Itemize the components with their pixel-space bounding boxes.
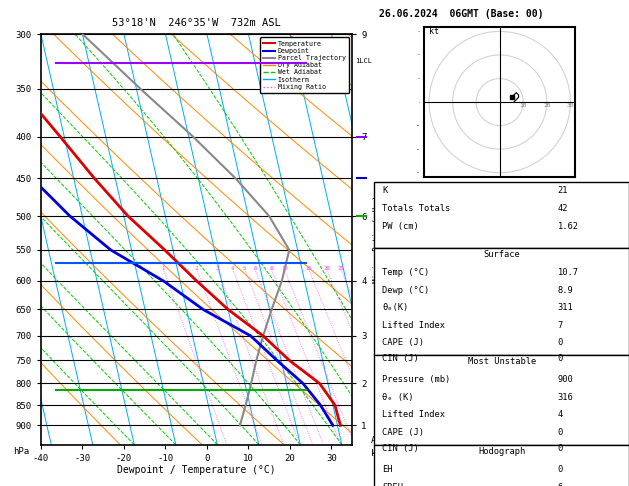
Text: 0: 0 <box>558 444 563 453</box>
Text: 1: 1 <box>162 266 165 271</box>
Bar <box>374 355 629 445</box>
Text: ASL: ASL <box>371 436 387 446</box>
Text: 26.06.2024  06GMT (Base: 00): 26.06.2024 06GMT (Base: 00) <box>379 9 544 19</box>
Text: 6: 6 <box>253 266 257 271</box>
Text: kt: kt <box>429 27 439 36</box>
Text: 20: 20 <box>543 103 550 108</box>
Text: 900: 900 <box>558 375 574 384</box>
Text: 21: 21 <box>558 186 568 195</box>
Text: θₑ (K): θₑ (K) <box>382 393 413 402</box>
Text: 3: 3 <box>216 266 219 271</box>
Text: 2: 2 <box>195 266 198 271</box>
Text: CAPE (J): CAPE (J) <box>382 428 424 437</box>
Text: 10: 10 <box>520 103 527 108</box>
Bar <box>374 248 629 355</box>
Text: Lifted Index: Lifted Index <box>382 410 445 419</box>
Text: Hodograph: Hodograph <box>478 447 525 456</box>
Text: K: K <box>382 186 387 195</box>
Text: Lifted Index: Lifted Index <box>382 321 445 330</box>
Text: CAPE (J): CAPE (J) <box>382 338 424 347</box>
Bar <box>374 182 629 248</box>
Text: 0: 0 <box>558 465 563 474</box>
Text: 311: 311 <box>558 303 574 312</box>
Text: EH: EH <box>382 465 392 474</box>
Text: 53°18'N  246°35'W  732m ASL: 53°18'N 246°35'W 732m ASL <box>112 18 281 28</box>
Text: hPa: hPa <box>13 447 29 456</box>
Text: Temp (°C): Temp (°C) <box>382 268 429 278</box>
Text: 4: 4 <box>231 266 234 271</box>
X-axis label: Dewpoint / Temperature (°C): Dewpoint / Temperature (°C) <box>117 466 276 475</box>
Text: Totals Totals: Totals Totals <box>382 204 450 213</box>
Text: 0: 0 <box>558 338 563 347</box>
Text: 0: 0 <box>558 354 563 363</box>
Text: 5: 5 <box>243 266 247 271</box>
Text: Pressure (mb): Pressure (mb) <box>382 375 450 384</box>
Text: 7: 7 <box>558 321 563 330</box>
Text: 1.62: 1.62 <box>558 222 579 231</box>
Text: SREH: SREH <box>382 483 403 486</box>
Text: 10: 10 <box>281 266 287 271</box>
Text: Dewp (°C): Dewp (°C) <box>382 286 429 295</box>
Text: 6: 6 <box>558 483 563 486</box>
Text: PW (cm): PW (cm) <box>382 222 419 231</box>
Text: 10.7: 10.7 <box>558 268 579 278</box>
Text: CIN (J): CIN (J) <box>382 354 419 363</box>
Text: 8: 8 <box>269 266 273 271</box>
Text: 25: 25 <box>337 266 344 271</box>
Text: 30: 30 <box>567 103 574 108</box>
Text: 4: 4 <box>558 410 563 419</box>
Text: Most Unstable: Most Unstable <box>467 357 536 366</box>
Legend: Temperature, Dewpoint, Parcel Trajectory, Dry Adiabat, Wet Adiabat, Isotherm, Mi: Temperature, Dewpoint, Parcel Trajectory… <box>260 37 349 93</box>
Text: 0: 0 <box>558 428 563 437</box>
Text: 316: 316 <box>558 393 574 402</box>
Text: 8.9: 8.9 <box>558 286 574 295</box>
Bar <box>374 445 629 486</box>
Text: CIN (J): CIN (J) <box>382 444 419 453</box>
Text: 1LCL: 1LCL <box>355 58 372 64</box>
Text: Surface: Surface <box>483 250 520 260</box>
Text: Mixing Ratio (g/kg): Mixing Ratio (g/kg) <box>372 195 382 283</box>
Text: θₑ(K): θₑ(K) <box>382 303 408 312</box>
Text: 20: 20 <box>323 266 330 271</box>
Text: 42: 42 <box>558 204 568 213</box>
Text: 15: 15 <box>305 266 312 271</box>
Text: km: km <box>371 449 382 458</box>
